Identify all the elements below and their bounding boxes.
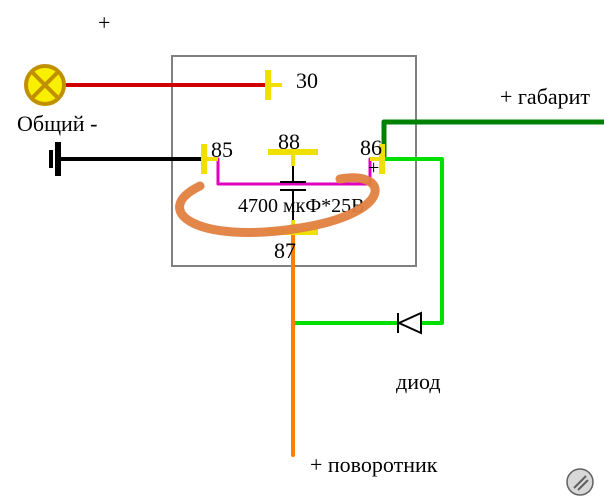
terminal-88-label: 88 [278, 129, 300, 154]
terminal-87-label: 87 [274, 238, 296, 263]
terminal-30-label: 30 [296, 68, 318, 93]
ground-label: Общий - [17, 111, 97, 136]
diode-triangle [399, 313, 421, 333]
diode-label: диод [396, 369, 441, 394]
terminal-85-label: 85 [211, 137, 233, 162]
wire-green_from_86 [384, 159, 442, 323]
gabarit-label: + габарит [500, 84, 590, 109]
lamp-plus-label: + [98, 10, 110, 35]
terminal-86-plus: + [368, 157, 379, 179]
povorotnik-label: + поворотник [310, 452, 438, 477]
